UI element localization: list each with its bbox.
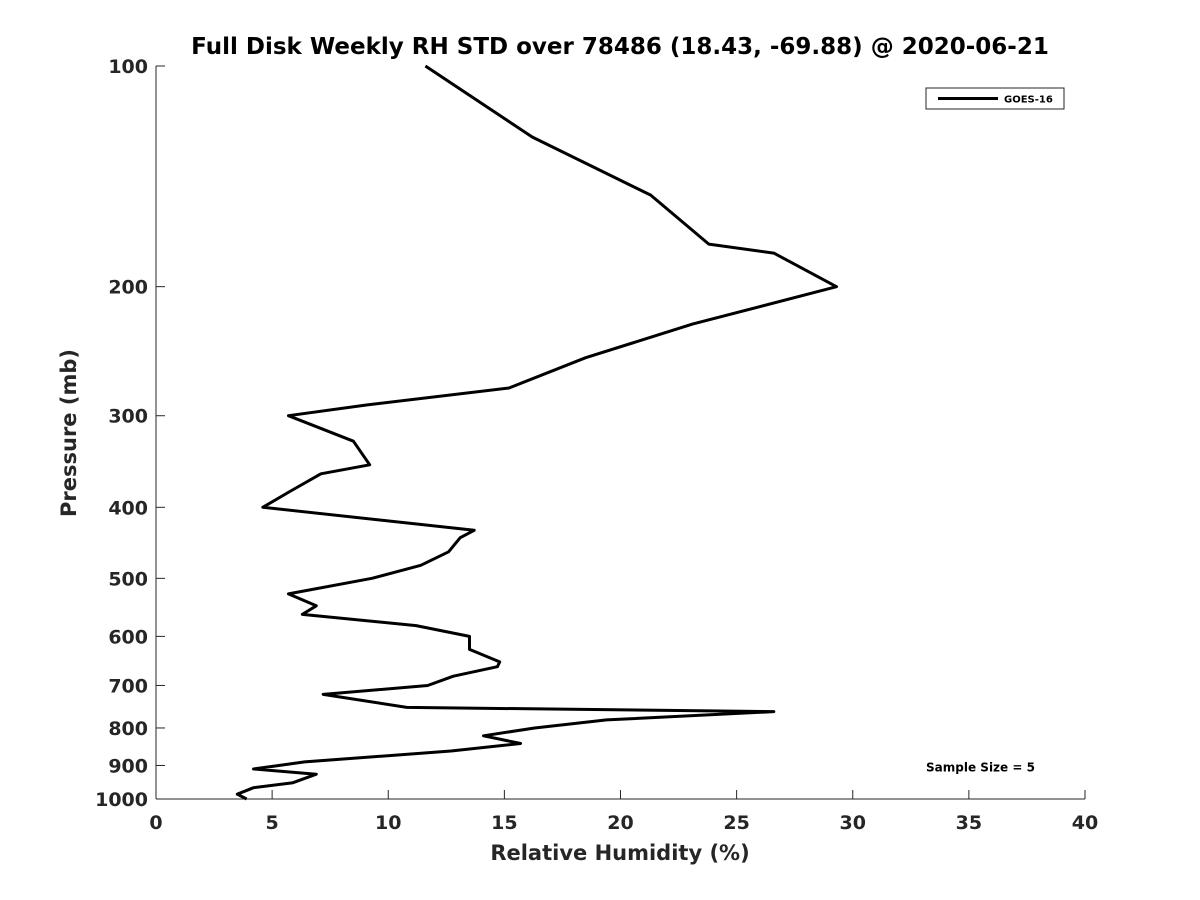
annotations: Sample Size = 5 [926,760,1035,774]
x-tick-label: 15 [491,812,517,834]
y-tick-label: 100 [108,56,148,78]
x-tick-label: 40 [1072,812,1098,834]
chart-title: Full Disk Weekly RH STD over 78486 (18.4… [191,34,1049,60]
series-group [235,64,838,801]
x-tick-label: 30 [840,812,866,834]
x-tick-label: 0 [149,812,162,834]
y-tick-label: 500 [108,568,148,590]
y-axis-label: Pressure (mb) [57,349,81,517]
axes-group [155,66,1085,800]
x-tick-label: 10 [375,812,401,834]
x-tick-label: 35 [956,812,982,834]
x-tick-label: 5 [266,812,279,834]
legend: GOES-16 [925,87,1065,110]
y-tick-label: 400 [108,497,148,519]
y-tick-label: 1000 [95,789,148,811]
legend-entry: GOES-16 [1004,95,1053,106]
sample-size-annotation: Sample Size = 5 [926,760,1035,774]
y-tick-label: 700 [108,675,148,697]
y-tick-label: 800 [108,718,148,740]
x-tick-label: 25 [723,812,749,834]
series-line-goes-16 [235,64,838,801]
x-axis-label: Relative Humidity (%) [490,841,749,865]
y-tick-label: 900 [108,755,148,777]
y-tick-label: 600 [108,626,148,648]
y-tick-label: 300 [108,406,148,428]
x-tick-label: 20 [607,812,633,834]
ticks-group: 0 5 10 15 20 25 30 35 40 100 200 300 400 500 600 700 800… [95,56,1098,834]
y-tick-label: 200 [108,277,148,299]
